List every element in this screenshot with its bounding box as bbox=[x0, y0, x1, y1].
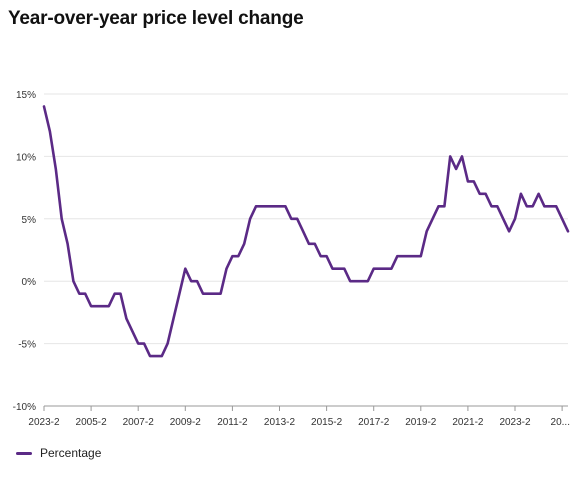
x-tick-label: 2023-2 bbox=[499, 417, 531, 428]
x-tick-label: 2013-2 bbox=[264, 417, 296, 428]
y-tick-label: -5% bbox=[18, 340, 36, 351]
x-tick-label: 2007-2 bbox=[123, 417, 155, 428]
series-line-percentage bbox=[42, 105, 570, 358]
series-layer bbox=[42, 105, 570, 358]
x-tick-label: 2023-2 bbox=[28, 417, 60, 428]
x-tick-label: 2021-2 bbox=[452, 417, 484, 428]
chart-title: Year-over-year price level change bbox=[8, 8, 304, 29]
legend-swatch bbox=[16, 451, 32, 455]
x-tick-label: 2009-2 bbox=[170, 417, 202, 428]
x-tick-label: 2017-2 bbox=[358, 417, 390, 428]
legend: Percentage bbox=[16, 446, 101, 460]
x-tick-label: 2011-2 bbox=[217, 417, 248, 428]
x-tick-label: 20... bbox=[551, 417, 570, 428]
y-tick-label: 5% bbox=[22, 215, 37, 226]
y-tick-label: 15% bbox=[16, 90, 36, 101]
x-axis: 2023-2 2005-2 2007-2 2009-2 2011-2 2013-2 2015… bbox=[28, 406, 570, 428]
y-axis: 15% 10% 5% 0% -5% -10% bbox=[13, 90, 36, 413]
y-tick-label: 0% bbox=[22, 277, 37, 288]
x-tick-label: 2015-2 bbox=[311, 417, 343, 428]
y-tick-label: -10% bbox=[13, 402, 36, 413]
y-tick-label: 10% bbox=[16, 152, 36, 163]
legend-label: Percentage bbox=[40, 446, 102, 460]
grid-lines bbox=[44, 93, 568, 407]
x-tick-label: 2005-2 bbox=[76, 417, 108, 428]
x-tick-label: 2019-2 bbox=[405, 417, 437, 428]
